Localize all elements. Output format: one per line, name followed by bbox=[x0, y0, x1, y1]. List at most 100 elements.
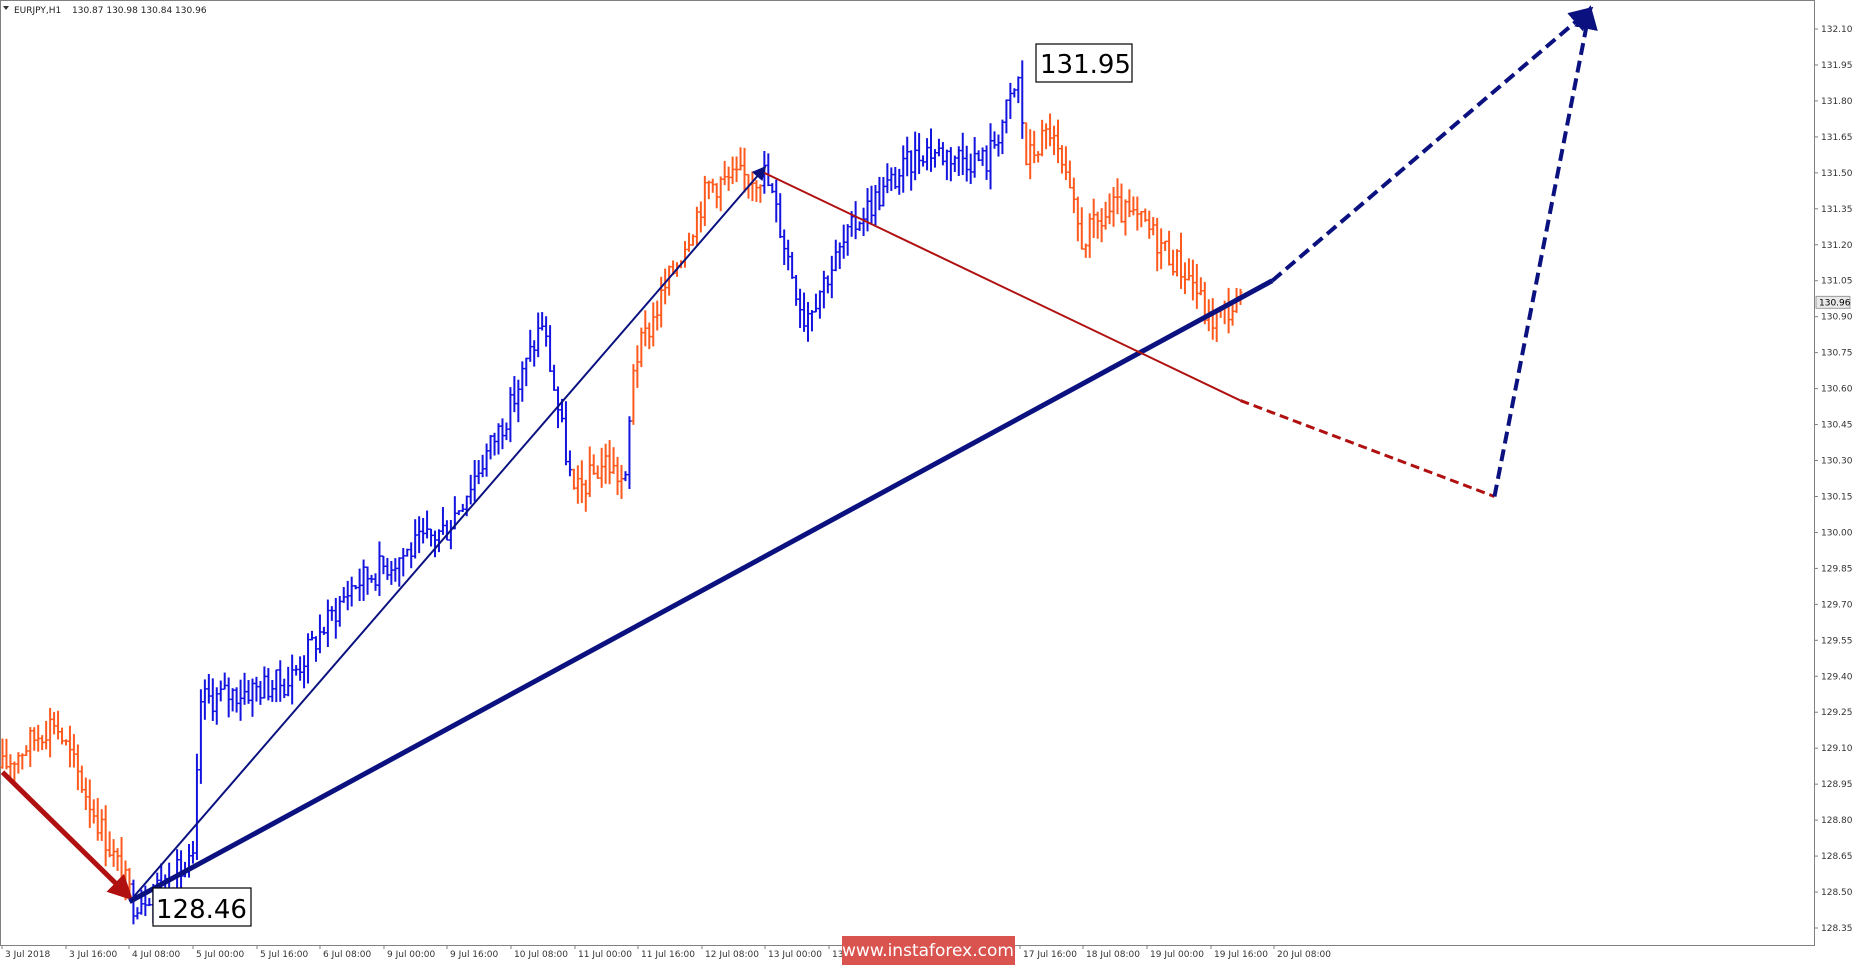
price-bar bbox=[1032, 130, 1037, 164]
price-bar bbox=[425, 510, 430, 539]
price-bar bbox=[206, 673, 211, 704]
price-bar bbox=[794, 274, 799, 306]
price-bar bbox=[809, 310, 814, 332]
price-bar bbox=[266, 668, 271, 701]
price-bar bbox=[806, 302, 811, 342]
price-bar bbox=[24, 745, 29, 757]
price-bar bbox=[643, 310, 648, 347]
price-bar bbox=[1214, 310, 1219, 342]
price-bar bbox=[389, 560, 394, 585]
price-bar bbox=[667, 265, 672, 296]
price-bar bbox=[282, 678, 287, 699]
low-callout-label: 128.46 bbox=[156, 895, 247, 925]
price-bar bbox=[1119, 183, 1124, 223]
price-bar bbox=[690, 234, 695, 246]
price-bar bbox=[12, 761, 17, 783]
price-bar bbox=[857, 221, 862, 231]
price-bar bbox=[869, 185, 874, 225]
price-bar bbox=[603, 443, 608, 484]
price-bar bbox=[996, 134, 1001, 157]
price-bar bbox=[40, 735, 45, 751]
price-bar bbox=[226, 677, 231, 718]
price-bar bbox=[294, 665, 299, 676]
price-bar bbox=[1163, 240, 1168, 251]
price-bar bbox=[790, 251, 795, 279]
price-bar bbox=[1131, 196, 1136, 216]
y-tick-label: 132.10 bbox=[1821, 25, 1853, 35]
current-price-box bbox=[1815, 295, 1851, 309]
price-bar bbox=[940, 142, 945, 166]
price-bar bbox=[135, 907, 140, 920]
price-bar bbox=[202, 679, 207, 720]
current-price-label: 130.96 bbox=[1819, 298, 1851, 308]
price-bar bbox=[917, 133, 922, 175]
price-bar bbox=[345, 580, 350, 611]
x-tick-label: 13 bbox=[832, 950, 843, 960]
price-bar bbox=[718, 176, 723, 212]
y-tick-label: 129.70 bbox=[1821, 600, 1853, 610]
price-bar bbox=[270, 679, 275, 702]
price-bar bbox=[754, 180, 759, 202]
price-bar bbox=[258, 680, 263, 705]
price-bar bbox=[921, 155, 926, 167]
price-bar bbox=[397, 557, 402, 587]
price-bar bbox=[230, 688, 235, 712]
price-bar bbox=[409, 542, 414, 569]
price-bar bbox=[742, 147, 747, 193]
price-bar bbox=[1127, 189, 1132, 218]
y-tick-label: 130.30 bbox=[1821, 457, 1853, 467]
price-bar bbox=[516, 379, 521, 423]
price-bar bbox=[853, 201, 858, 240]
price-bar bbox=[79, 765, 84, 793]
price-bar bbox=[881, 177, 886, 207]
price-bar bbox=[770, 183, 775, 194]
price-bar bbox=[341, 587, 346, 603]
triangle-down-icon[interactable] bbox=[3, 6, 9, 10]
price-bar bbox=[1230, 301, 1235, 326]
y-tick-label: 131.20 bbox=[1821, 241, 1853, 251]
trend-lines bbox=[0, 5, 1598, 904]
x-tick-label: 17 Jul 16:00 bbox=[1023, 950, 1077, 960]
price-bar bbox=[984, 145, 989, 180]
price-bar bbox=[571, 468, 576, 490]
price-bar bbox=[242, 672, 247, 705]
price-bar bbox=[44, 720, 49, 750]
watermark-bg bbox=[842, 936, 1015, 965]
price-bar bbox=[563, 401, 568, 466]
price-bar bbox=[214, 687, 219, 725]
price-bar bbox=[817, 290, 822, 319]
time-axis: 3 Jul 2018 3 Jul 16:00 4 Jul 08:00 5 Jul 00… bbox=[1, 945, 1331, 960]
price-bar bbox=[1123, 199, 1128, 236]
price-bar bbox=[286, 666, 291, 697]
price-bar bbox=[893, 166, 898, 190]
price-bar bbox=[262, 666, 267, 699]
price-bar bbox=[750, 171, 755, 202]
price-bar bbox=[944, 149, 949, 181]
price-bar bbox=[274, 669, 279, 703]
price-bar bbox=[1198, 277, 1203, 296]
price-bar bbox=[829, 255, 834, 299]
price-bar bbox=[925, 138, 930, 171]
y-tick-label: 129.55 bbox=[1821, 636, 1853, 646]
price-bar bbox=[960, 132, 965, 176]
price-bar bbox=[837, 242, 842, 269]
price-bar bbox=[238, 679, 243, 721]
price-bar bbox=[333, 597, 338, 639]
price-bar bbox=[976, 150, 981, 162]
price-bar bbox=[1190, 259, 1195, 301]
price-bar bbox=[841, 224, 846, 259]
price-bar bbox=[544, 316, 549, 347]
price-bar bbox=[504, 422, 509, 441]
price-bar bbox=[1186, 258, 1191, 281]
price-bar bbox=[56, 710, 61, 740]
price-bar bbox=[897, 168, 902, 195]
x-tick-label: 10 Jul 08:00 bbox=[514, 950, 568, 960]
price-bar bbox=[444, 520, 449, 541]
price-bar bbox=[1091, 198, 1096, 239]
price-bar bbox=[28, 727, 33, 767]
x-tick-label: 9 Jul 16:00 bbox=[450, 950, 499, 960]
price-bar bbox=[52, 711, 57, 735]
price-bar bbox=[508, 387, 513, 443]
price-bar bbox=[1044, 123, 1049, 150]
price-bar bbox=[682, 241, 687, 268]
